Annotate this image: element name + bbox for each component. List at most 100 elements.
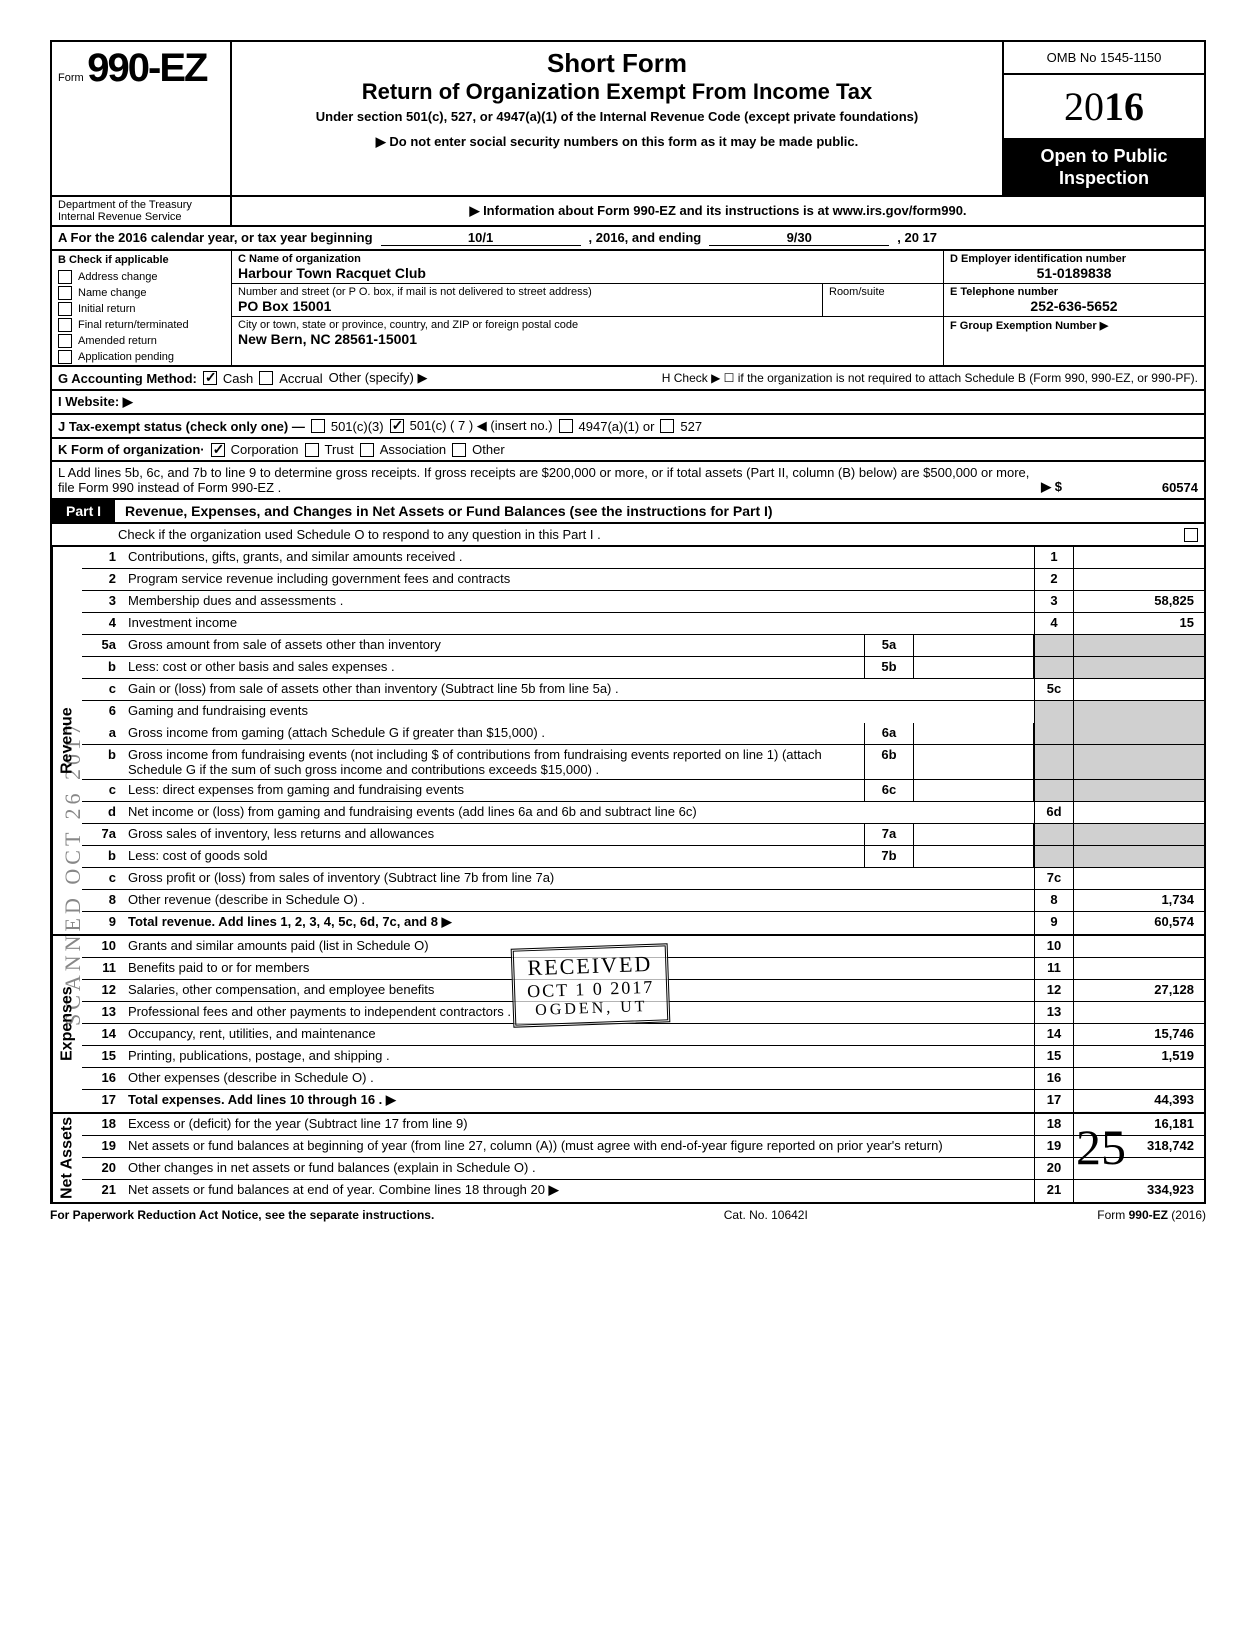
l9v: 60,574 [1074, 912, 1204, 934]
i-label: I Website: ▶ [58, 394, 133, 410]
b-opt-0: Address change [78, 271, 158, 283]
l-text: L Add lines 5b, 6c, and 7b to line 9 to … [58, 465, 1035, 495]
chk-cash[interactable] [203, 371, 217, 385]
l4: Investment income [122, 613, 1034, 634]
chk-527[interactable] [660, 419, 674, 433]
d-label: D Employer identification number [950, 253, 1198, 265]
l6b: Gross income from fundraising events (no… [122, 745, 864, 779]
l13: Professional fees and other payments to … [122, 1002, 1034, 1023]
row-j: J Tax-exempt status (check only one) — 5… [50, 415, 1206, 439]
l5c: Gain or (loss) from sale of assets other… [122, 679, 1034, 700]
l-val: 60574 [1068, 480, 1198, 495]
city-label: City or town, state or province, country… [238, 319, 937, 331]
part1-label: Part I [52, 500, 115, 522]
chk-schedule-o[interactable] [1184, 528, 1198, 542]
f-label: F Group Exemption Number ▶ [950, 319, 1198, 332]
l21v: 334,923 [1074, 1180, 1204, 1202]
ein: 51-0189838 [950, 265, 1198, 281]
city: New Bern, NC 28561-15001 [238, 331, 937, 347]
l5b: Less: cost or other basis and sales expe… [122, 657, 864, 678]
l3: Membership dues and assessments . [122, 591, 1034, 612]
part1-header: Part I Revenue, Expenses, and Changes in… [50, 500, 1206, 524]
l6c: Less: direct expenses from gaming and fu… [122, 780, 864, 801]
g-label: G Accounting Method: [58, 371, 197, 386]
part1-check-row: Check if the organization used Schedule … [50, 524, 1206, 547]
c-label: C Name of organization [238, 253, 937, 265]
chk-address[interactable] [58, 270, 72, 284]
a-end: 9/30 [709, 230, 889, 246]
b-opt-2: Initial return [78, 303, 135, 315]
l7c: Gross profit or (loss) from sales of inv… [122, 868, 1034, 889]
form-header: Form 990-EZ Short Form Return of Organiz… [50, 40, 1206, 197]
phone: 252-636-5652 [950, 298, 1198, 314]
g-accrual: Accrual [279, 371, 322, 386]
k-other: Other [472, 442, 505, 457]
part1-title: Revenue, Expenses, and Changes in Net As… [115, 500, 783, 522]
chk-assoc[interactable] [360, 443, 374, 457]
j-label: J Tax-exempt status (check only one) — [58, 419, 305, 434]
dept-row: Department of the Treasury Internal Reve… [50, 197, 1206, 227]
revenue-section: Revenue 1Contributions, gifts, grants, a… [50, 547, 1206, 936]
l9: Total revenue. Add lines 1, 2, 3, 4, 5c,… [128, 914, 438, 929]
l20: Other changes in net assets or fund bala… [122, 1158, 1034, 1179]
subtitle: Under section 501(c), 527, or 4947(a)(1)… [242, 109, 992, 124]
l-arrow: ▶ $ [1041, 479, 1062, 495]
b-opt-1: Name change [78, 287, 147, 299]
footer: For Paperwork Reduction Act Notice, see … [50, 1204, 1206, 1226]
k-trust: Trust [325, 442, 354, 457]
l12v: 27,128 [1074, 980, 1204, 1001]
chk-amended[interactable] [58, 334, 72, 348]
header-grid: B Check if applicable Address change Nam… [50, 251, 1206, 367]
l14v: 15,746 [1074, 1024, 1204, 1045]
footer-mid: Cat. No. 10642I [724, 1208, 808, 1222]
l8v: 1,734 [1074, 890, 1204, 911]
chk-other-org[interactable] [452, 443, 466, 457]
chk-corp[interactable] [211, 443, 225, 457]
row-i: I Website: ▶ [50, 391, 1206, 415]
e-label: E Telephone number [950, 286, 1198, 298]
l8: Other revenue (describe in Schedule O) . [122, 890, 1034, 911]
chk-name[interactable] [58, 286, 72, 300]
side-expenses: Expenses [52, 936, 82, 1112]
k-assoc: Association [380, 442, 446, 457]
l4v: 15 [1074, 613, 1204, 634]
row-k: K Form of organization· Corporation Trus… [50, 439, 1206, 462]
year-outline: 20 [1064, 84, 1104, 129]
chk-501c[interactable] [390, 419, 404, 433]
j-c3: 501(c)(3) [331, 419, 384, 434]
l6d: Net income or (loss) from gaming and fun… [122, 802, 1034, 823]
chk-final[interactable] [58, 318, 72, 332]
l17: Total expenses. Add lines 10 through 16 … [128, 1092, 382, 1107]
l16: Other expenses (describe in Schedule O) … [122, 1068, 1034, 1089]
tax-year: 2016 [1004, 75, 1204, 140]
chk-accrual[interactable] [259, 371, 273, 385]
g-cash: Cash [223, 371, 253, 386]
l7b: Less: cost of goods sold [122, 846, 864, 867]
l21: Net assets or fund balances at end of ye… [128, 1182, 545, 1197]
chk-4947[interactable] [559, 419, 573, 433]
col-def: D Employer identification number 51-0189… [944, 251, 1204, 365]
dept-treasury: Department of the Treasury Internal Reve… [52, 197, 232, 225]
chk-501c3[interactable] [311, 419, 325, 433]
row-l: L Add lines 5b, 6c, and 7b to line 9 to … [50, 462, 1206, 500]
chk-pending[interactable] [58, 350, 72, 364]
chk-initial[interactable] [58, 302, 72, 316]
j-c: 501(c) ( 7 ) ◀ (insert no.) [410, 418, 553, 434]
row-a: A For the 2016 calendar year, or tax yea… [50, 227, 1206, 251]
l18: Excess or (deficit) for the year (Subtra… [122, 1114, 1034, 1135]
a-mid: , 2016, and ending [589, 230, 702, 246]
chk-trust[interactable] [305, 443, 319, 457]
g-other: Other (specify) ▶ [329, 370, 428, 386]
footer-right: Form 990-EZ (2016) [1097, 1208, 1206, 1222]
a-begin: 10/1 [381, 230, 581, 246]
b-opt-4: Amended return [78, 335, 157, 347]
l6a: Gross income from gaming (attach Schedul… [122, 723, 864, 744]
footer-left: For Paperwork Reduction Act Notice, see … [50, 1208, 434, 1222]
b-header: B Check if applicable [52, 251, 231, 269]
l15: Printing, publications, postage, and shi… [122, 1046, 1034, 1067]
l3v: 58,825 [1074, 591, 1204, 612]
expenses-section: Expenses RECEIVED OCT 1 0 2017 OGDEN, UT… [50, 936, 1206, 1114]
omb-number: OMB No 1545-1150 [1004, 42, 1204, 75]
warning-2: ▶ Information about Form 990-EZ and its … [232, 199, 1204, 223]
year-bold: 16 [1104, 84, 1144, 129]
